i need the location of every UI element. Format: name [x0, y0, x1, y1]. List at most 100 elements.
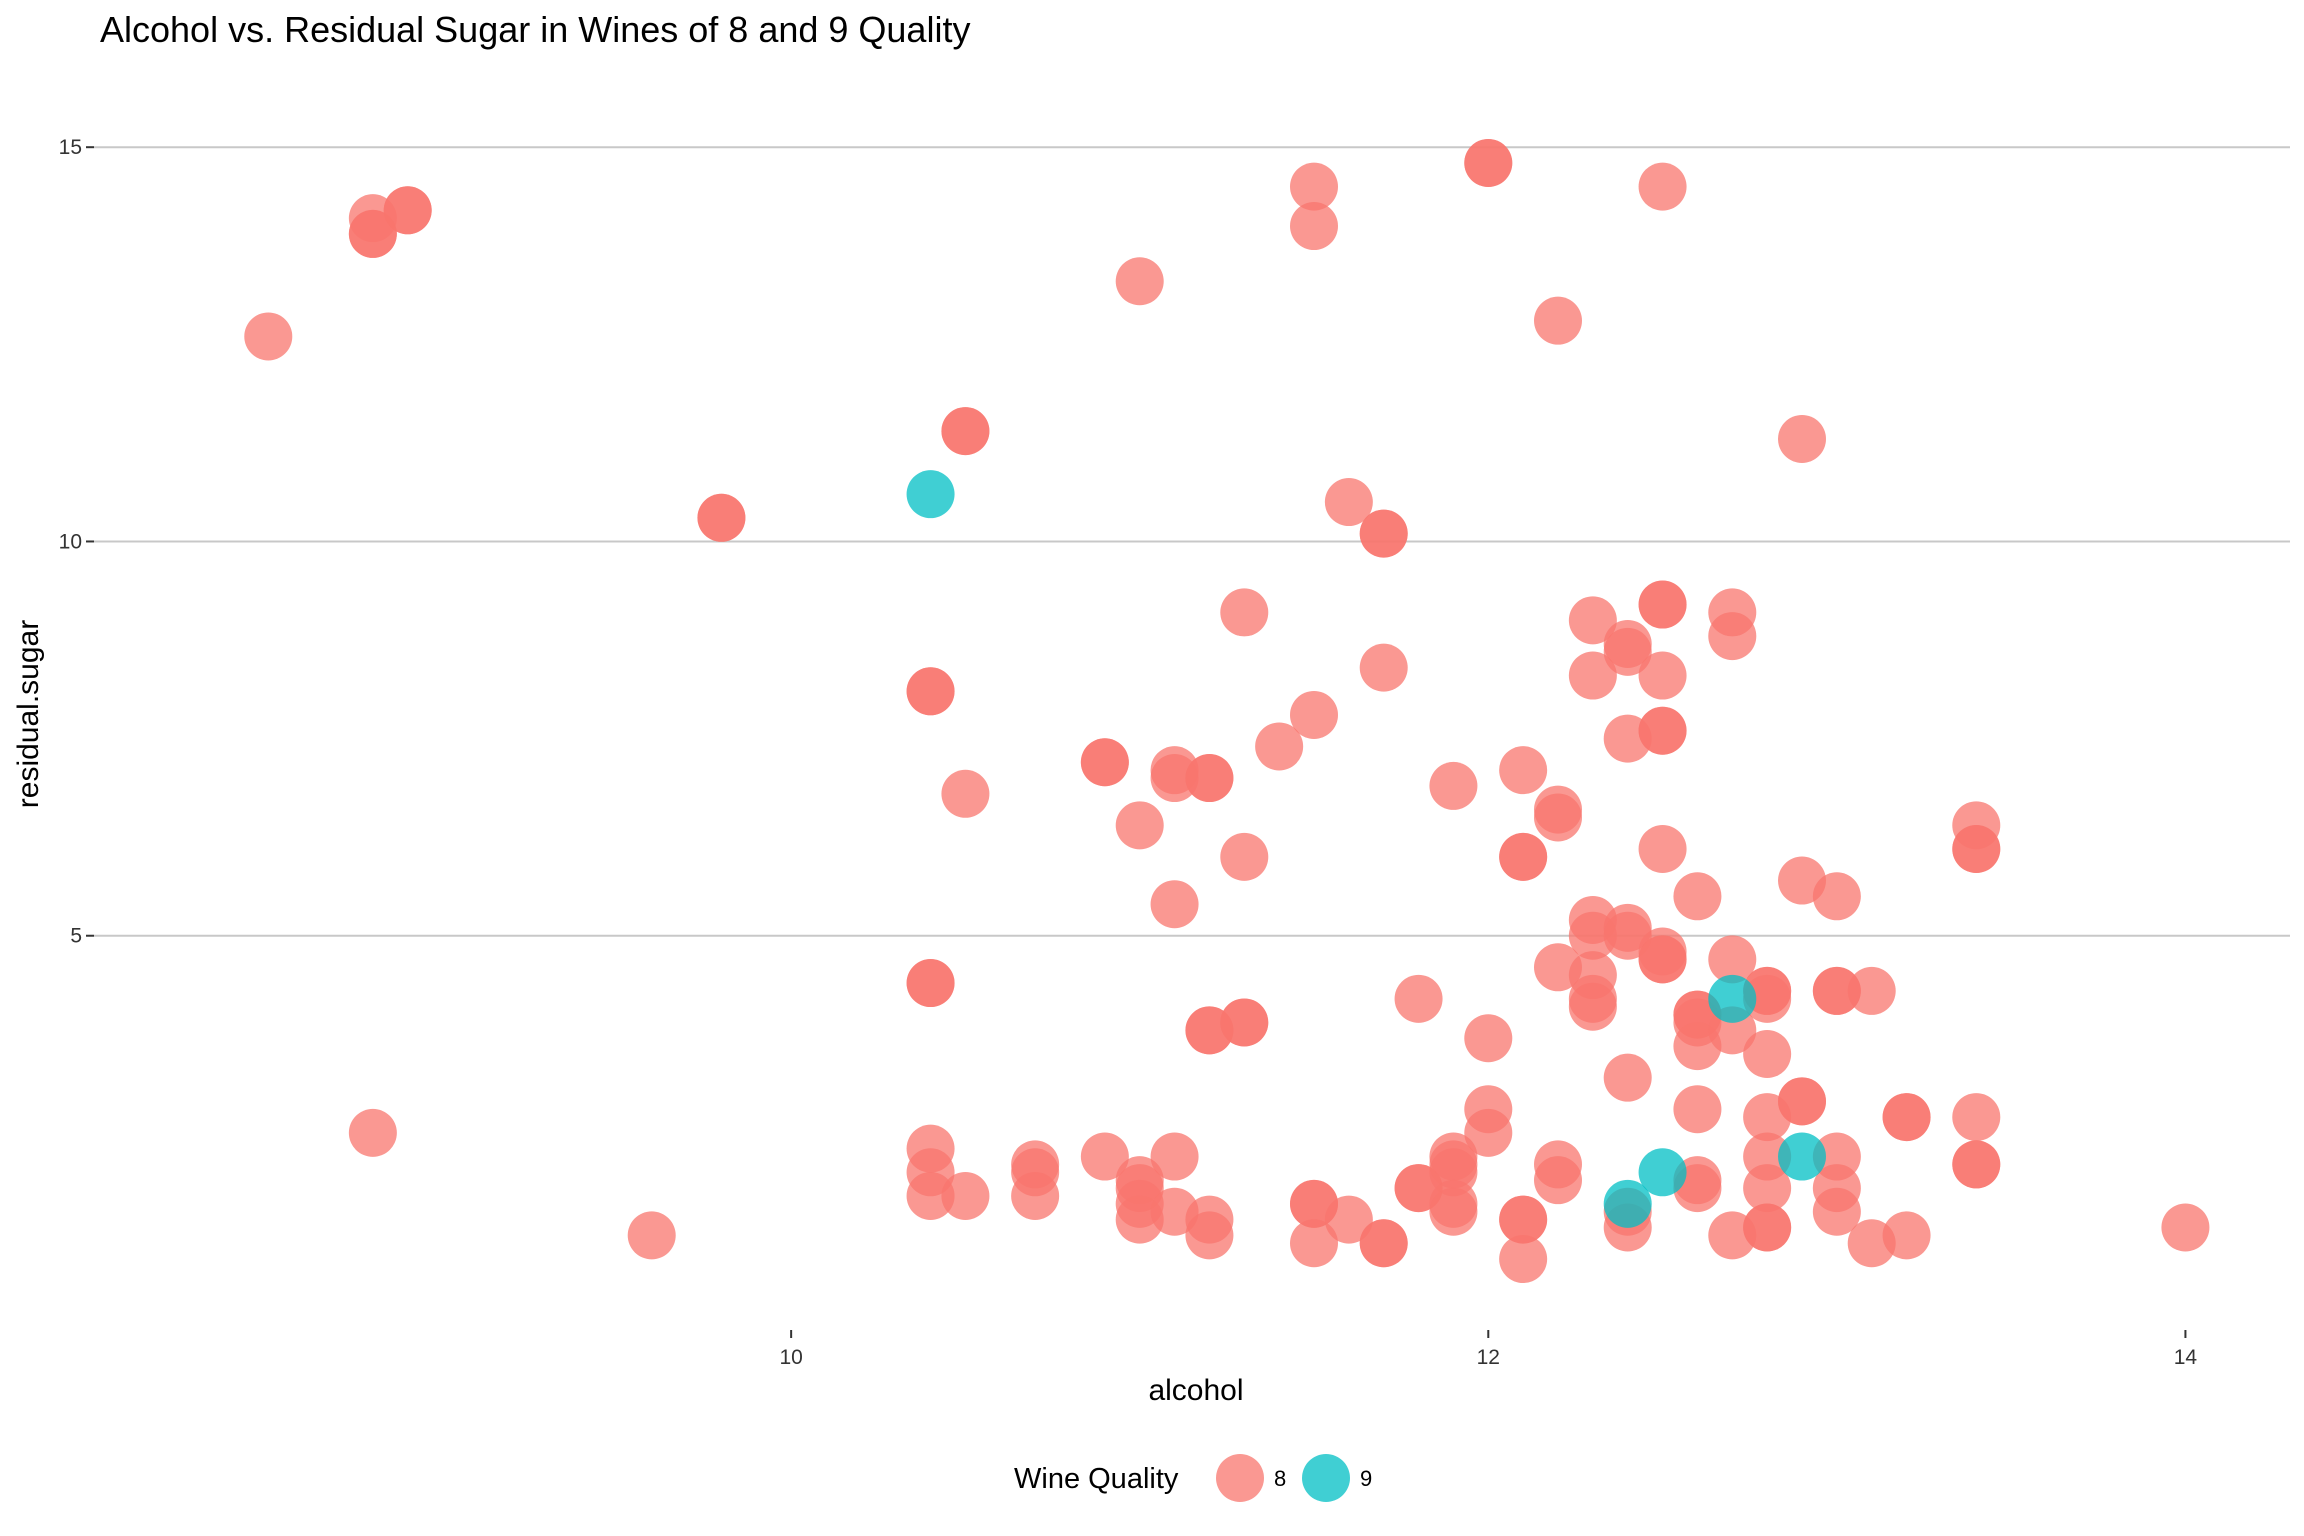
point-q8-156 — [2161, 1203, 2210, 1252]
point-q8-132 — [1743, 1164, 1792, 1213]
data-points — [244, 138, 2210, 1284]
point-q8-73 — [1464, 1014, 1513, 1063]
point-q8-153 — [1952, 1093, 2001, 1142]
point-q8-138 — [1778, 1077, 1826, 1126]
point-q8-47 — [1220, 998, 1269, 1047]
point-q8-19 — [941, 769, 990, 818]
point-q8-82 — [1534, 296, 1582, 345]
point-q8-55 — [1324, 478, 1373, 527]
point-q8-149 — [1882, 1211, 1931, 1260]
point-q8-155 — [1952, 1140, 2001, 1189]
point-q8-122 — [1708, 612, 1757, 661]
point-q8-13 — [906, 959, 955, 1008]
point-q8-96 — [1603, 619, 1652, 668]
point-q8-134 — [1743, 1203, 1792, 1252]
y-tick-label-5: 5 — [70, 925, 82, 948]
point-q8-45 — [1220, 832, 1269, 881]
point-q8-27 — [1115, 801, 1164, 850]
point-q8-32 — [1115, 257, 1164, 306]
point-q9-3 — [1708, 974, 1757, 1023]
point-q8-51 — [1290, 202, 1338, 251]
point-q8-100 — [1603, 1053, 1652, 1102]
point-q8-108 — [1638, 706, 1687, 755]
point-q8-48 — [1255, 722, 1304, 771]
point-q8-35 — [1150, 880, 1199, 929]
point-q8-62 — [1394, 974, 1443, 1023]
legend: Wine Quality 8 9 — [1014, 1454, 1372, 1502]
point-q8-152 — [1952, 824, 2001, 873]
point-q8-65 — [1429, 761, 1478, 810]
point-q8-103 — [1638, 162, 1687, 211]
point-q8-141 — [1812, 966, 1861, 1015]
point-q8-70 — [1429, 1187, 1478, 1236]
point-q8-11 — [906, 667, 955, 716]
point-q8-88 — [1568, 596, 1617, 645]
point-q8-16 — [906, 1171, 955, 1220]
point-q8-145 — [1847, 966, 1896, 1015]
chart-title: Alcohol vs. Residual Sugar in Wines of 8… — [100, 9, 970, 50]
point-q8-87 — [1534, 1156, 1582, 1205]
point-q8-84 — [1534, 793, 1582, 842]
x-tick-label-12: 12 — [1477, 1346, 1500, 1369]
point-q8-144 — [1812, 1187, 1861, 1236]
point-q8-25 — [1080, 738, 1129, 787]
point-q8-112 — [1638, 935, 1687, 984]
point-q8-80 — [1499, 1195, 1548, 1244]
point-q9-2 — [1638, 1148, 1687, 1197]
point-q8-123 — [1708, 935, 1757, 984]
point-q8-129 — [1743, 1030, 1792, 1079]
point-q8-113 — [1673, 872, 1722, 921]
x-tick-label-14: 14 — [2174, 1346, 2198, 1369]
point-q8-59 — [1359, 643, 1408, 692]
point-q8-139 — [1812, 872, 1861, 921]
point-q8-26 — [1080, 1132, 1129, 1181]
point-q8-81 — [1499, 1235, 1548, 1284]
point-q8-18 — [941, 407, 990, 456]
point-q8-5 — [383, 186, 432, 235]
y-tick-label-15: 15 — [59, 136, 82, 159]
point-q8-54 — [1290, 1219, 1338, 1268]
legend-label-8: 8 — [1274, 1466, 1286, 1491]
point-q8-7 — [627, 1211, 676, 1260]
point-q8-44 — [1220, 588, 1269, 637]
point-q8-75 — [1464, 1108, 1513, 1157]
point-q8-72 — [1464, 138, 1513, 187]
point-q8-36 — [1150, 1132, 1199, 1181]
point-q8-118 — [1673, 1085, 1722, 1134]
legend-title: Wine Quality — [1014, 1463, 1179, 1495]
point-q8-128 — [1743, 974, 1792, 1023]
point-q8-6 — [348, 1108, 397, 1157]
axes: 5 10 15 10 12 14 — [59, 136, 2198, 1369]
point-q8-3 — [348, 209, 397, 258]
legend-label-9: 9 — [1360, 1466, 1372, 1491]
point-q8-56 — [1324, 1195, 1373, 1244]
point-q8-106 — [1638, 651, 1687, 700]
point-q8-0 — [244, 312, 293, 361]
point-q8-148 — [1882, 1093, 1931, 1142]
point-q8-23 — [1011, 1171, 1060, 1220]
point-q8-61 — [1359, 1219, 1408, 1268]
y-axis-title: residual.sugar — [12, 620, 45, 808]
point-q8-9 — [697, 493, 746, 542]
point-q8-109 — [1638, 824, 1687, 873]
point-q8-135 — [1778, 414, 1826, 463]
point-q8-43 — [1185, 1211, 1234, 1260]
legend-key-8 — [1216, 1454, 1264, 1502]
legend-key-9 — [1302, 1454, 1350, 1502]
point-q8-39 — [1185, 754, 1234, 803]
point-q8-94 — [1568, 982, 1617, 1031]
point-q8-58 — [1359, 509, 1408, 558]
point-q8-89 — [1568, 651, 1617, 700]
point-q9-0 — [906, 470, 955, 519]
grid-lines — [94, 146, 2290, 937]
point-q8-49 — [1290, 690, 1338, 739]
point-q9-1 — [1603, 1179, 1652, 1228]
point-q8-20 — [941, 1171, 990, 1220]
y-tick-label-10: 10 — [59, 530, 82, 553]
point-q9-4 — [1778, 1132, 1826, 1181]
x-tick-label-10: 10 — [779, 1346, 802, 1369]
point-q8-105 — [1638, 580, 1687, 629]
point-q8-78 — [1499, 832, 1548, 881]
x-axis-title: alcohol — [1148, 1374, 1243, 1407]
